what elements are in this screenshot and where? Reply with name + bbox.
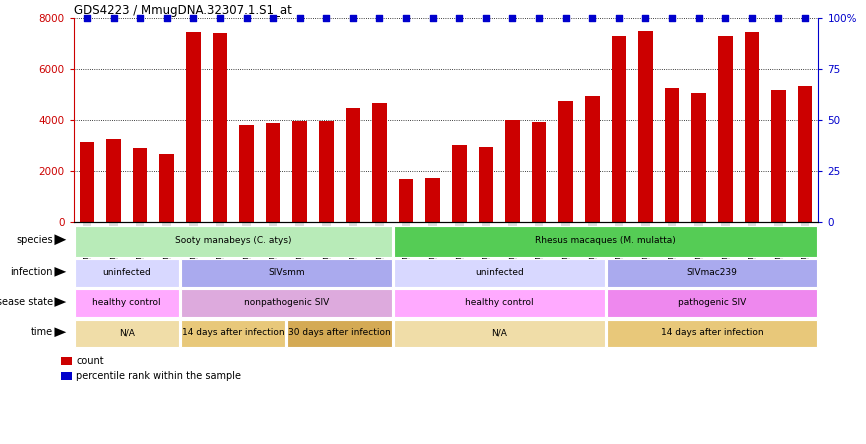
Bar — [585, 96, 599, 222]
Point — [399, 14, 413, 21]
Bar — [798, 87, 812, 222]
Point — [266, 14, 280, 21]
Bar — [186, 32, 201, 222]
Point — [612, 14, 626, 21]
Bar — [74, 226, 391, 257]
Text: uninfected: uninfected — [475, 268, 524, 277]
Bar — [479, 147, 494, 222]
Polygon shape — [55, 327, 66, 337]
Point — [585, 14, 599, 21]
Point — [133, 14, 147, 21]
Bar — [372, 103, 387, 222]
Point — [346, 14, 360, 21]
Bar — [607, 289, 818, 317]
Bar — [532, 122, 546, 222]
Bar — [638, 31, 653, 222]
Point — [452, 14, 466, 21]
Text: uninfected: uninfected — [102, 268, 152, 277]
Bar — [452, 146, 467, 222]
Text: healthy control: healthy control — [465, 298, 533, 307]
Point — [80, 14, 94, 21]
Text: Rhesus macaques (M. mulatta): Rhesus macaques (M. mulatta) — [535, 236, 676, 245]
Bar — [607, 320, 818, 347]
Bar — [239, 125, 254, 222]
Text: Sooty manabeys (C. atys): Sooty manabeys (C. atys) — [175, 236, 292, 245]
Point — [159, 14, 173, 21]
Point — [107, 14, 120, 21]
Bar — [61, 357, 72, 365]
Point — [772, 14, 785, 21]
Polygon shape — [55, 267, 66, 277]
Bar — [80, 142, 94, 222]
Text: infection: infection — [10, 267, 53, 277]
Point — [320, 14, 333, 21]
Point — [293, 14, 307, 21]
Text: SIVsmm: SIVsmm — [268, 268, 305, 277]
Text: SIVmac239: SIVmac239 — [687, 268, 738, 277]
Bar — [665, 88, 680, 222]
Bar — [559, 101, 573, 222]
Text: 14 days after infection: 14 days after infection — [661, 329, 763, 337]
Point — [718, 14, 732, 21]
Point — [532, 14, 546, 21]
Polygon shape — [55, 297, 66, 307]
Point — [798, 14, 812, 21]
Point — [506, 14, 520, 21]
Point — [692, 14, 706, 21]
Text: nonpathogenic SIV: nonpathogenic SIV — [243, 298, 329, 307]
Bar — [266, 123, 281, 222]
Bar — [212, 32, 227, 222]
Bar — [61, 373, 72, 380]
Bar — [159, 155, 174, 222]
Text: healthy control: healthy control — [93, 298, 161, 307]
Bar — [398, 178, 413, 222]
Bar — [132, 148, 147, 222]
Bar — [745, 32, 759, 222]
Bar — [346, 108, 360, 222]
Bar — [394, 289, 604, 317]
Bar — [425, 178, 440, 222]
Text: N/A: N/A — [119, 329, 135, 337]
Point — [745, 14, 759, 21]
Polygon shape — [55, 234, 66, 245]
Text: percentile rank within the sample: percentile rank within the sample — [76, 371, 242, 381]
Text: 14 days after infection: 14 days after infection — [182, 329, 285, 337]
Text: species: species — [16, 235, 53, 245]
Point — [186, 14, 200, 21]
Bar — [293, 121, 307, 222]
Text: 30 days after infection: 30 days after infection — [288, 329, 391, 337]
Bar — [394, 226, 818, 257]
Point — [213, 14, 227, 21]
Bar — [288, 320, 391, 347]
Bar — [505, 120, 520, 222]
Text: N/A: N/A — [491, 329, 507, 337]
Text: disease state: disease state — [0, 297, 53, 307]
Bar — [394, 320, 604, 347]
Point — [240, 14, 254, 21]
Bar — [611, 36, 626, 222]
Bar — [394, 259, 604, 287]
Point — [638, 14, 652, 21]
Bar — [181, 289, 391, 317]
Bar — [771, 90, 785, 222]
Bar — [718, 36, 733, 222]
Point — [665, 14, 679, 21]
Bar — [607, 259, 818, 287]
Bar — [181, 320, 285, 347]
Text: pathogenic SIV: pathogenic SIV — [678, 298, 746, 307]
Bar — [74, 289, 179, 317]
Point — [372, 14, 386, 21]
Bar — [74, 259, 179, 287]
Text: time: time — [31, 327, 53, 337]
Text: GDS4223 / MmugDNA.32307.1.S1_at: GDS4223 / MmugDNA.32307.1.S1_at — [74, 4, 292, 16]
Bar — [74, 320, 179, 347]
Bar — [107, 139, 121, 222]
Bar — [691, 93, 706, 222]
Bar — [319, 121, 333, 222]
Point — [479, 14, 493, 21]
Bar — [181, 259, 391, 287]
Text: count: count — [76, 356, 104, 366]
Point — [559, 14, 572, 21]
Point — [426, 14, 440, 21]
